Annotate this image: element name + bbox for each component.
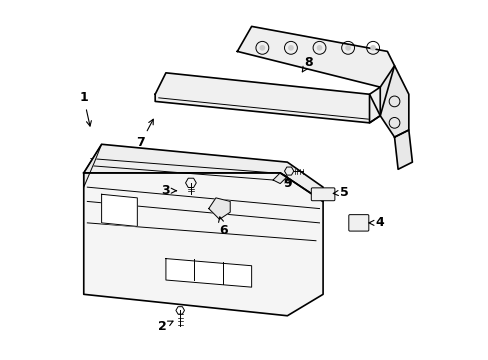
FancyBboxPatch shape xyxy=(348,215,368,231)
Circle shape xyxy=(369,45,375,51)
Text: 9: 9 xyxy=(283,177,291,190)
Polygon shape xyxy=(102,194,137,226)
FancyBboxPatch shape xyxy=(311,188,334,201)
Polygon shape xyxy=(83,173,323,316)
Polygon shape xyxy=(83,144,323,202)
Text: 4: 4 xyxy=(368,216,384,229)
Polygon shape xyxy=(155,73,380,123)
Polygon shape xyxy=(165,258,251,287)
Polygon shape xyxy=(83,144,102,187)
Polygon shape xyxy=(272,173,287,184)
Text: 2: 2 xyxy=(158,320,173,333)
Text: 8: 8 xyxy=(302,55,312,72)
Text: 7: 7 xyxy=(136,119,153,149)
Polygon shape xyxy=(394,130,411,169)
Circle shape xyxy=(316,45,322,51)
Circle shape xyxy=(259,45,264,51)
Text: 6: 6 xyxy=(218,217,227,237)
Circle shape xyxy=(287,45,293,51)
Circle shape xyxy=(345,45,350,51)
Polygon shape xyxy=(380,66,408,137)
Text: 5: 5 xyxy=(333,186,348,199)
Text: 3: 3 xyxy=(161,184,176,197)
Polygon shape xyxy=(237,26,394,123)
Text: 1: 1 xyxy=(79,91,91,126)
Polygon shape xyxy=(208,198,230,219)
